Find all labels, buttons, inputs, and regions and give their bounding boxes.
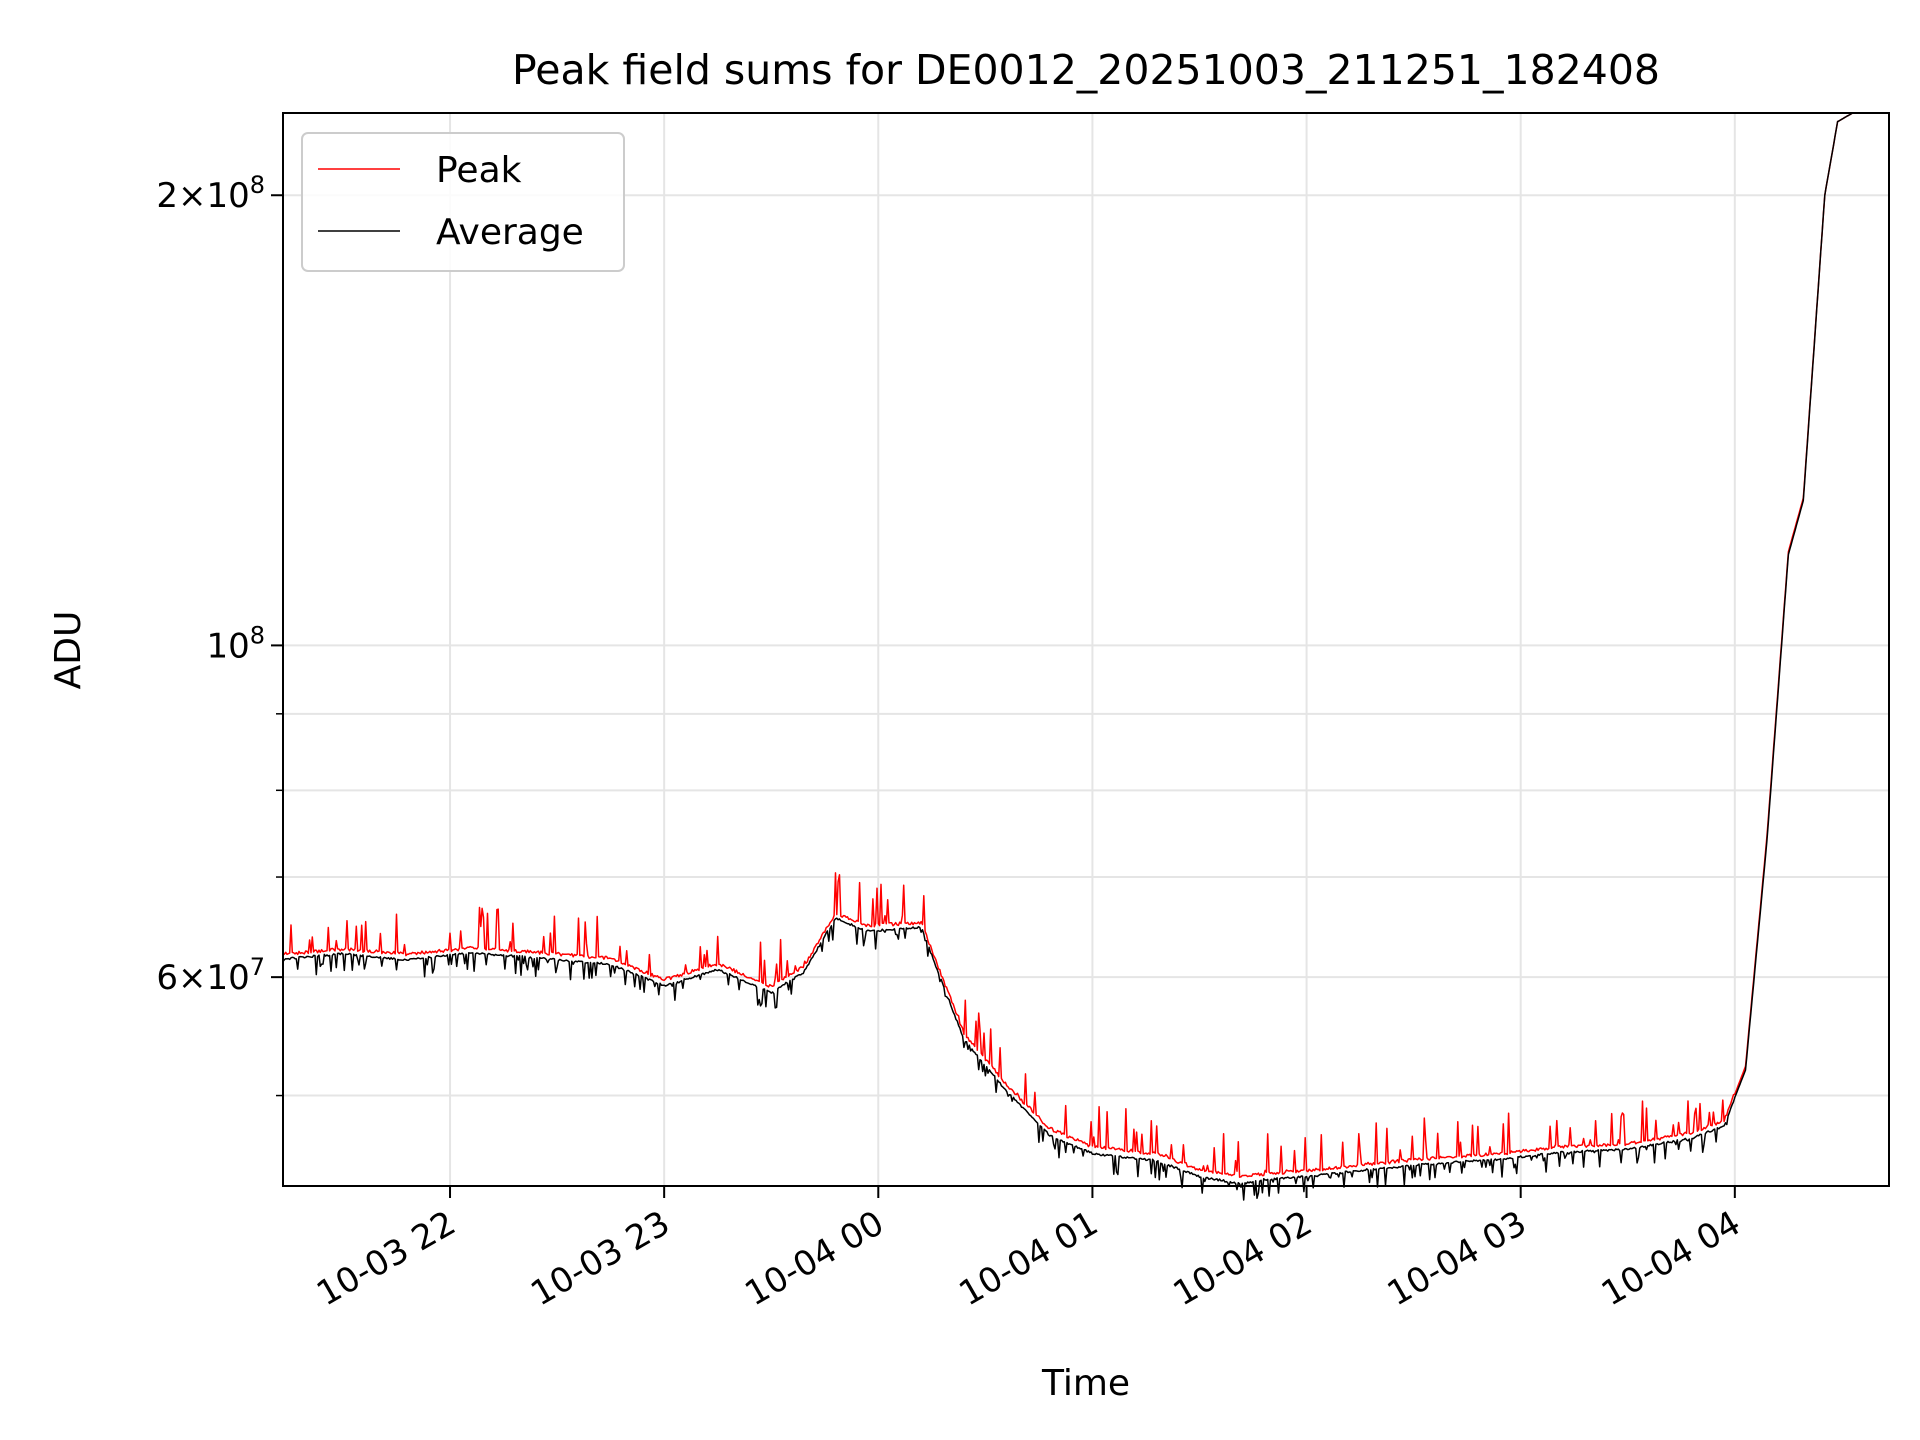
x-axis-label: Time bbox=[1041, 1363, 1130, 1404]
legend-label-peak: Peak bbox=[436, 150, 522, 191]
x-tick-label: 10-04 02 bbox=[1167, 1203, 1319, 1314]
x-tick-label: 10-04 03 bbox=[1381, 1203, 1533, 1314]
y-axis: 6×107 108 2×108 bbox=[156, 171, 283, 1097]
grid bbox=[283, 113, 1889, 1186]
y-tick-label: 6×107 bbox=[156, 953, 265, 998]
x-tick-label: 10-03 23 bbox=[524, 1203, 676, 1314]
legend-box bbox=[301, 132, 625, 272]
series-line-peak bbox=[282, 112, 1889, 1178]
y-axis-label: ADU bbox=[48, 611, 89, 690]
chart-title: Peak field sums for DE0012_20251003_2112… bbox=[512, 46, 1660, 94]
legend: Peak Average bbox=[301, 132, 625, 272]
x-tick-label: 10-04 04 bbox=[1595, 1203, 1747, 1314]
x-tick-label: 10-04 00 bbox=[738, 1203, 890, 1314]
y-tick-label: 2×108 bbox=[156, 171, 265, 216]
series-line-average bbox=[282, 112, 1889, 1201]
x-axis: 10-03 22 10-03 23 10-04 00 10-04 01 10-04 02… bbox=[310, 1186, 1747, 1314]
series-layer bbox=[282, 112, 1889, 1201]
plot-frame bbox=[282, 112, 1890, 1187]
x-tick-label: 10-04 01 bbox=[953, 1203, 1105, 1314]
x-tick-label: 10-03 22 bbox=[310, 1203, 462, 1314]
y-tick-label: 108 bbox=[206, 621, 265, 666]
legend-label-average: Average bbox=[436, 212, 584, 253]
